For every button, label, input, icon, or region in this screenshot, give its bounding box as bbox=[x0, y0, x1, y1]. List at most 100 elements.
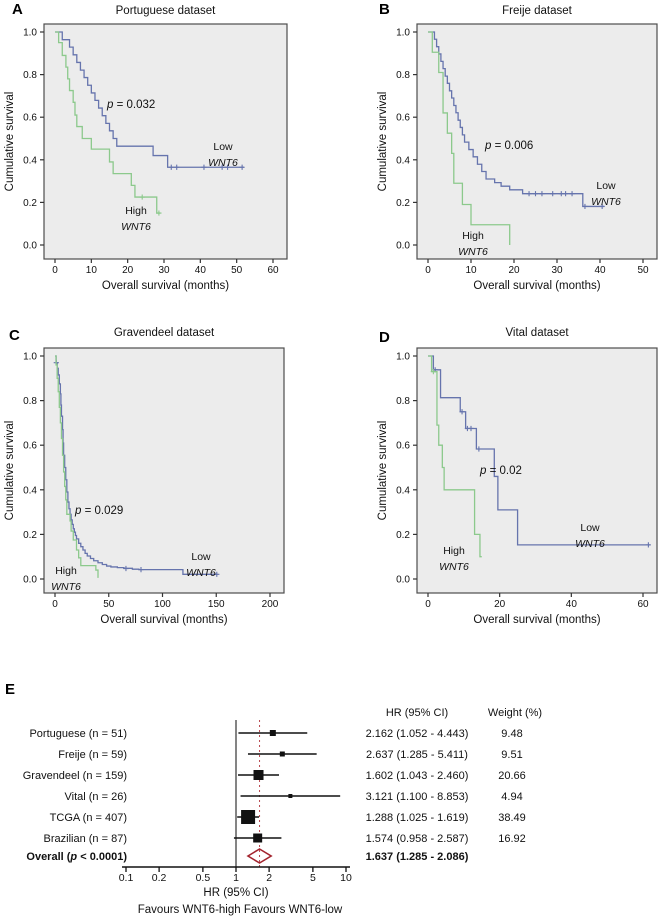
censor-mark bbox=[138, 567, 144, 573]
hr-ci-value: 2.637 (1.285 - 5.411) bbox=[366, 749, 468, 761]
x-tick-label: 50 bbox=[103, 599, 115, 610]
x-tick-label: 50 bbox=[637, 265, 649, 276]
censor-mark bbox=[563, 191, 569, 197]
curve-label: High bbox=[55, 565, 77, 577]
censor-mark bbox=[156, 210, 162, 216]
x-axis-label: Overall survival (months) bbox=[473, 280, 600, 292]
study-label: Freije (n = 59) bbox=[58, 749, 127, 761]
curve-label-gene: WNT6 bbox=[121, 221, 151, 233]
weight-column-header: Weight (%) bbox=[488, 707, 542, 719]
hr-ci-value: 3.121 (1.100 - 8.853) bbox=[366, 791, 469, 803]
x-tick-label: 10 bbox=[465, 265, 477, 276]
forest-tick-label: 5 bbox=[310, 872, 316, 884]
x-tick-label: 30 bbox=[551, 265, 563, 276]
hr-ci-value: 1.602 (1.043 - 2.460) bbox=[366, 770, 469, 782]
forest-tick-label: 1 bbox=[233, 872, 239, 884]
censor-mark bbox=[569, 191, 575, 197]
hr-column-header: HR (95% CI) bbox=[386, 707, 448, 719]
panel-label-a: A bbox=[12, 1, 23, 18]
curve-label-gene: WNT6 bbox=[591, 196, 621, 208]
y-tick-label: 0.2 bbox=[23, 530, 37, 541]
censor-mark bbox=[599, 203, 605, 210]
hr-marker bbox=[253, 833, 263, 843]
km-chart-portuguese: Portuguese dataset 0 10 20 30 40 50 60 0.0 0.2 0.4… bbox=[4, 5, 288, 292]
overall-diamond bbox=[246, 848, 273, 864]
x-tick-label: 40 bbox=[195, 265, 207, 276]
study-label: Gravendeel (n = 159) bbox=[23, 770, 127, 782]
y-tick-label: 0.4 bbox=[396, 155, 410, 166]
censor-mark bbox=[582, 203, 588, 210]
y-tick-label: 0.2 bbox=[396, 198, 410, 209]
forest-tick-label: 2 bbox=[266, 872, 272, 884]
study-label: Portuguese (n = 51) bbox=[29, 728, 127, 740]
x-axis-label: Overall survival (months) bbox=[473, 614, 600, 626]
censor-mark bbox=[239, 164, 245, 170]
curve-label-gene: WNT6 bbox=[51, 581, 81, 593]
panel-label-c: C bbox=[9, 327, 20, 344]
y-tick-label: 0.0 bbox=[23, 241, 37, 252]
forest-tick-label: 0.1 bbox=[119, 872, 134, 884]
x-tick-label: 40 bbox=[566, 599, 578, 610]
chart-title: Gravendeel dataset bbox=[114, 327, 215, 339]
censor-mark bbox=[476, 446, 482, 452]
curve-label: Low bbox=[191, 551, 211, 563]
x-tick-label: 0 bbox=[425, 599, 431, 610]
y-tick-label: 0.8 bbox=[396, 70, 410, 81]
chart-title: Vital dataset bbox=[505, 327, 569, 339]
hr-marker bbox=[253, 770, 264, 780]
x-tick-label: 0 bbox=[52, 265, 58, 276]
forest-tick-label: 0.2 bbox=[152, 872, 167, 884]
censor-mark bbox=[539, 191, 545, 197]
x-tick-label: 30 bbox=[158, 265, 170, 276]
weight-value: 4.94 bbox=[501, 791, 522, 803]
overall-hr-ci-value: 1.637 (1.285 - 2.086) bbox=[366, 851, 469, 863]
hr-ci-value: 1.288 (1.025 - 1.619) bbox=[366, 812, 469, 824]
y-tick-label: 0.6 bbox=[23, 113, 37, 124]
y-tick-label: 0.4 bbox=[23, 155, 37, 166]
study-label: TCGA (n = 407) bbox=[50, 812, 127, 824]
high-wnt6-curve bbox=[55, 355, 99, 578]
censor-mark bbox=[168, 164, 174, 170]
p-value-label: p = 0.02 bbox=[479, 465, 522, 477]
x-tick-label: 20 bbox=[508, 265, 520, 276]
favours-footer: Favours WNT6-high Favours WNT6-low bbox=[138, 904, 343, 916]
panel-label-b: B bbox=[379, 1, 390, 18]
curve-label-gene: WNT6 bbox=[186, 567, 216, 579]
censor-mark bbox=[430, 369, 436, 375]
p-value-label: p = 0.006 bbox=[484, 140, 533, 152]
x-tick-label: 40 bbox=[594, 265, 606, 276]
x-tick-label: 200 bbox=[262, 599, 279, 610]
y-tick-label: 0.0 bbox=[23, 575, 37, 586]
x-tick-label: 0 bbox=[52, 599, 58, 610]
y-tick-label: 1.0 bbox=[396, 28, 410, 39]
curve-label: Low bbox=[580, 522, 600, 534]
y-tick-label: 0.0 bbox=[396, 241, 410, 252]
km-chart-vital: Vital dataset 0 20 40 60 0.0 0.2 0.4 0.6 0.8 1.0 Ov… bbox=[377, 327, 658, 626]
x-tick-label: 20 bbox=[122, 265, 134, 276]
y-axis-label: Cumulative survival bbox=[4, 92, 16, 192]
curve-label-gene: WNT6 bbox=[208, 157, 238, 169]
hr-ci-value: 1.574 (0.958 - 2.587) bbox=[366, 833, 469, 845]
panel-label-d: D bbox=[379, 329, 390, 346]
x-tick-label: 10 bbox=[86, 265, 98, 276]
censor-mark bbox=[645, 542, 651, 548]
x-axis-label: Overall survival (months) bbox=[100, 614, 227, 626]
censor-mark bbox=[139, 194, 145, 200]
censor-mark bbox=[224, 164, 231, 170]
censor-mark bbox=[214, 571, 220, 577]
censor-mark bbox=[526, 191, 532, 197]
y-tick-label: 0.2 bbox=[23, 198, 37, 209]
y-tick-label: 1.0 bbox=[23, 28, 37, 39]
chart-title: Freije dataset bbox=[502, 5, 572, 17]
km-chart-gravendeel: Gravendeel dataset 0 50 100 150 200 0.0 0.2 0.4 0… bbox=[4, 327, 285, 626]
overall-label: Overall (p < 0.0001) bbox=[26, 851, 127, 863]
x-axis-label: Overall survival (months) bbox=[102, 280, 229, 292]
weight-value: 9.48 bbox=[501, 728, 522, 740]
y-axis-label: Cumulative survival bbox=[4, 421, 16, 521]
x-tick-label: 0 bbox=[425, 265, 431, 276]
x-tick-label: 20 bbox=[494, 599, 506, 610]
curve-label-gene: WNT6 bbox=[575, 538, 605, 550]
y-tick-label: 0.0 bbox=[396, 575, 410, 586]
weight-value: 20.66 bbox=[498, 770, 526, 782]
